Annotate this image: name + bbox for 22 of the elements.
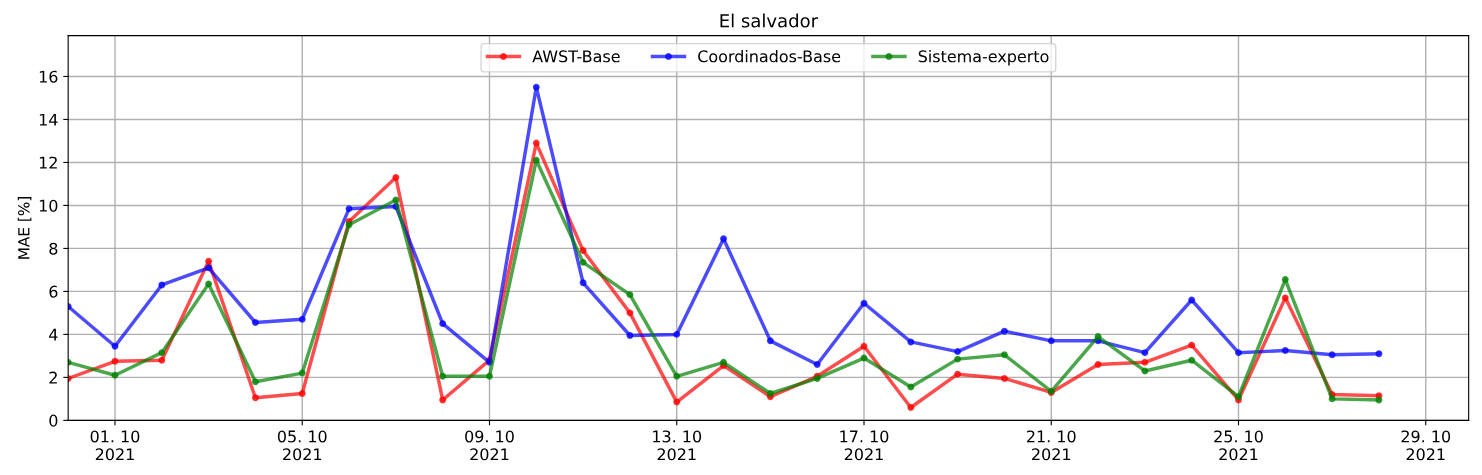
y-tick-label: 0 [49, 414, 58, 427]
x-tick-label: 21. 10 2021 [1027, 430, 1076, 461]
legend-label: AWST-Base [532, 50, 620, 63]
x-tick-label: 29. 10 2021 [1401, 430, 1451, 461]
y-tick-label: 4 [49, 328, 58, 341]
y-tick-label: 8 [49, 242, 58, 255]
chart-title: El salvador [720, 13, 819, 28]
y-axis-title: MAE [%] [17, 197, 32, 259]
x-tick-label: 17. 10 2021 [840, 430, 889, 461]
x-tick-label: 01. 10 2021 [90, 430, 140, 461]
y-tick-label: 12 [39, 156, 57, 169]
legend-label: Coordinados-Base [698, 50, 841, 63]
y-tick-label: 2 [49, 371, 57, 384]
x-tick-label: 13. 10 2021 [653, 430, 702, 461]
x-tick-label: 25. 10 2021 [1214, 430, 1263, 461]
y-tick-label: 14 [39, 113, 58, 126]
x-tick-label: 09. 10 2021 [465, 430, 514, 461]
x-tick-label: 05. 10 2021 [277, 430, 327, 461]
y-tick-label: 6 [49, 285, 58, 298]
y-tick-label: 16 [39, 70, 58, 83]
y-tick-label: 10 [39, 199, 58, 212]
legend-label: Sistema-experto [918, 50, 1049, 66]
